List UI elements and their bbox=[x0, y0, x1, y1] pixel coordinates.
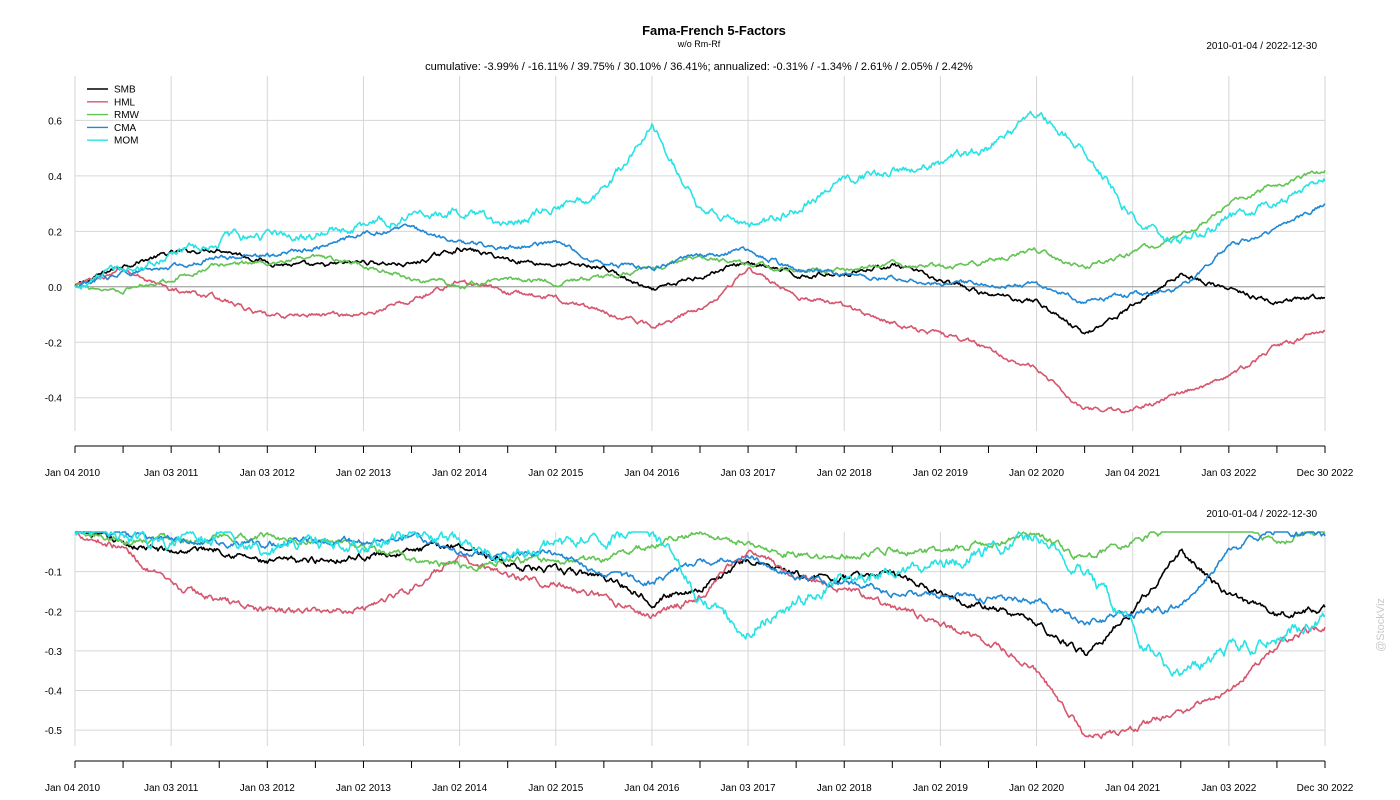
y-tick-label: 0.2 bbox=[48, 227, 62, 238]
x-tick-label: Jan 03 2017 bbox=[721, 783, 776, 794]
x-tick-label: Jan 02 2014 bbox=[432, 783, 487, 794]
series-line-mom bbox=[74, 531, 1326, 677]
series-line-rmw bbox=[75, 531, 1325, 572]
series-line-smb bbox=[75, 531, 1326, 657]
cumulative-return-panel: 0.6 0.4 0.2 0.0 -0.2 -0.4 Jan 04 2010 Jan 03 20… bbox=[45, 76, 1354, 479]
x-tick-label: Jan 02 2013 bbox=[336, 783, 391, 794]
y-tick-label: -0.3 bbox=[45, 647, 63, 658]
x-tick-label: Jan 03 2022 bbox=[1201, 783, 1256, 794]
x-tick-label: Jan 03 2012 bbox=[240, 783, 295, 794]
x-tick-label: Jan 04 2010 bbox=[45, 783, 100, 794]
x-tick-label: Jan 04 2021 bbox=[1105, 783, 1160, 794]
x-tick-label: Jan 02 2020 bbox=[1009, 468, 1064, 479]
chart-title: Fama-French 5-Factors bbox=[642, 23, 786, 38]
legend-label-hml: HML bbox=[114, 97, 136, 108]
x-tick-label: Jan 03 2022 bbox=[1201, 468, 1256, 479]
x-tick-label: Jan 04 2016 bbox=[624, 468, 679, 479]
y-tick-label: 0.4 bbox=[48, 172, 62, 183]
y-tick-label: 0.6 bbox=[48, 116, 62, 127]
x-tick-label: Jan 03 2017 bbox=[721, 468, 776, 479]
x-tick-label: Jan 04 2016 bbox=[624, 783, 679, 794]
y-tick-label: -0.5 bbox=[45, 726, 63, 737]
series-line-hml bbox=[74, 266, 1326, 414]
cumulative-annualized-annotation: cumulative: -3.99% / -16.11% / 39.75% / … bbox=[425, 61, 973, 73]
legend-label-smb: SMB bbox=[114, 85, 136, 96]
x-tick-label: Jan 02 2014 bbox=[432, 468, 487, 479]
watermark: @StockViz bbox=[1375, 598, 1387, 652]
y-tick-label: -0.4 bbox=[45, 394, 63, 405]
series-line-mom bbox=[74, 110, 1326, 290]
series-line-smb bbox=[74, 247, 1326, 335]
bottom-date-range: 2010-01-04 / 2022-12-30 bbox=[1206, 509, 1317, 520]
x-tick-label: Jan 02 2019 bbox=[913, 783, 968, 794]
series-line-cma bbox=[74, 203, 1326, 304]
x-tick-label: Jan 02 2018 bbox=[817, 468, 872, 479]
x-tick-label: Jan 03 2011 bbox=[144, 783, 199, 794]
x-tick-label: Jan 03 2011 bbox=[144, 468, 199, 479]
y-tick-label: 0.0 bbox=[48, 283, 62, 294]
y-tick-label: -0.1 bbox=[45, 568, 63, 579]
legend-label-cma: CMA bbox=[114, 123, 137, 134]
top-date-range: 2010-01-04 / 2022-12-30 bbox=[1206, 41, 1317, 52]
x-tick-label: Jan 02 2015 bbox=[528, 783, 583, 794]
legend-label-mom: MOM bbox=[114, 136, 138, 147]
y-tick-label: -0.2 bbox=[45, 607, 63, 618]
x-tick-label: Jan 02 2015 bbox=[528, 468, 583, 479]
x-tick-label: Jan 02 2019 bbox=[913, 468, 968, 479]
y-tick-label: -0.2 bbox=[45, 338, 63, 349]
x-tick-label: Jan 04 2010 bbox=[45, 468, 100, 479]
x-tick-label: Dec 30 2022 bbox=[1297, 468, 1354, 479]
x-tick-label: Jan 02 2018 bbox=[817, 783, 872, 794]
series-line-hml bbox=[75, 531, 1326, 740]
x-tick-label: Jan 03 2012 bbox=[240, 468, 295, 479]
series-line-rmw bbox=[74, 169, 1326, 295]
x-tick-label: Jan 02 2020 bbox=[1009, 783, 1064, 794]
legend-label-rmw: RMW bbox=[114, 110, 140, 121]
x-tick-label: Jan 02 2013 bbox=[336, 468, 391, 479]
drawdown-panel: -0.1 -0.2 -0.3 -0.4 -0.5 Jan 04 2010 Jan 03 20… bbox=[45, 531, 1354, 794]
y-tick-label: -0.4 bbox=[45, 687, 63, 698]
chart-subtitle: w/o Rm-Rf bbox=[677, 39, 721, 49]
x-tick-label: Jan 04 2021 bbox=[1105, 468, 1160, 479]
x-tick-label: Dec 30 2022 bbox=[1297, 783, 1354, 794]
